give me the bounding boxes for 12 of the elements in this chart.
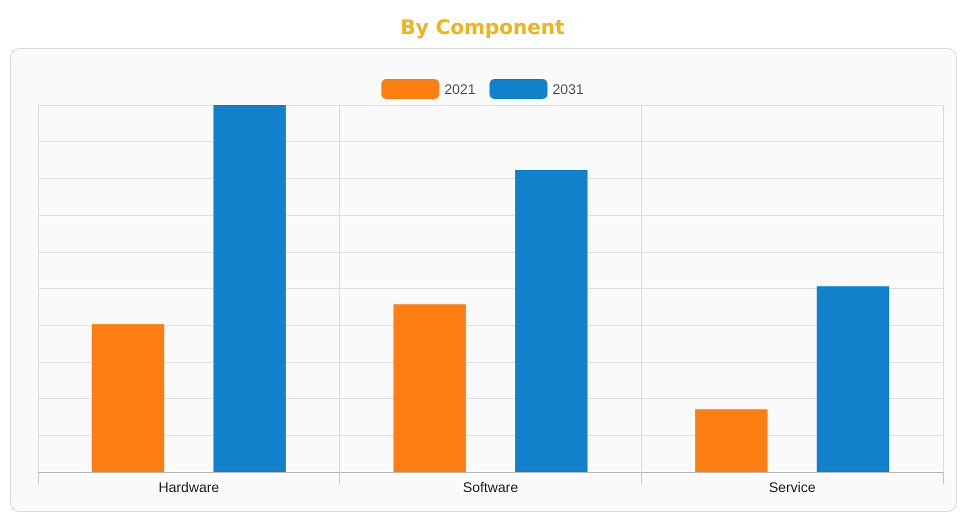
chart-title: By Component (400, 15, 566, 39)
legend-label: 2021 (444, 81, 476, 97)
bar (695, 409, 768, 472)
bar (213, 105, 286, 472)
x-tick-label: Software (462, 479, 518, 495)
legend-label: 2031 (552, 81, 584, 97)
bar (816, 286, 890, 472)
x-tick-label: Service (768, 479, 816, 495)
bar (92, 324, 164, 472)
bar (515, 170, 588, 472)
x-tick-label: Hardware (158, 479, 220, 495)
bar (393, 304, 466, 472)
